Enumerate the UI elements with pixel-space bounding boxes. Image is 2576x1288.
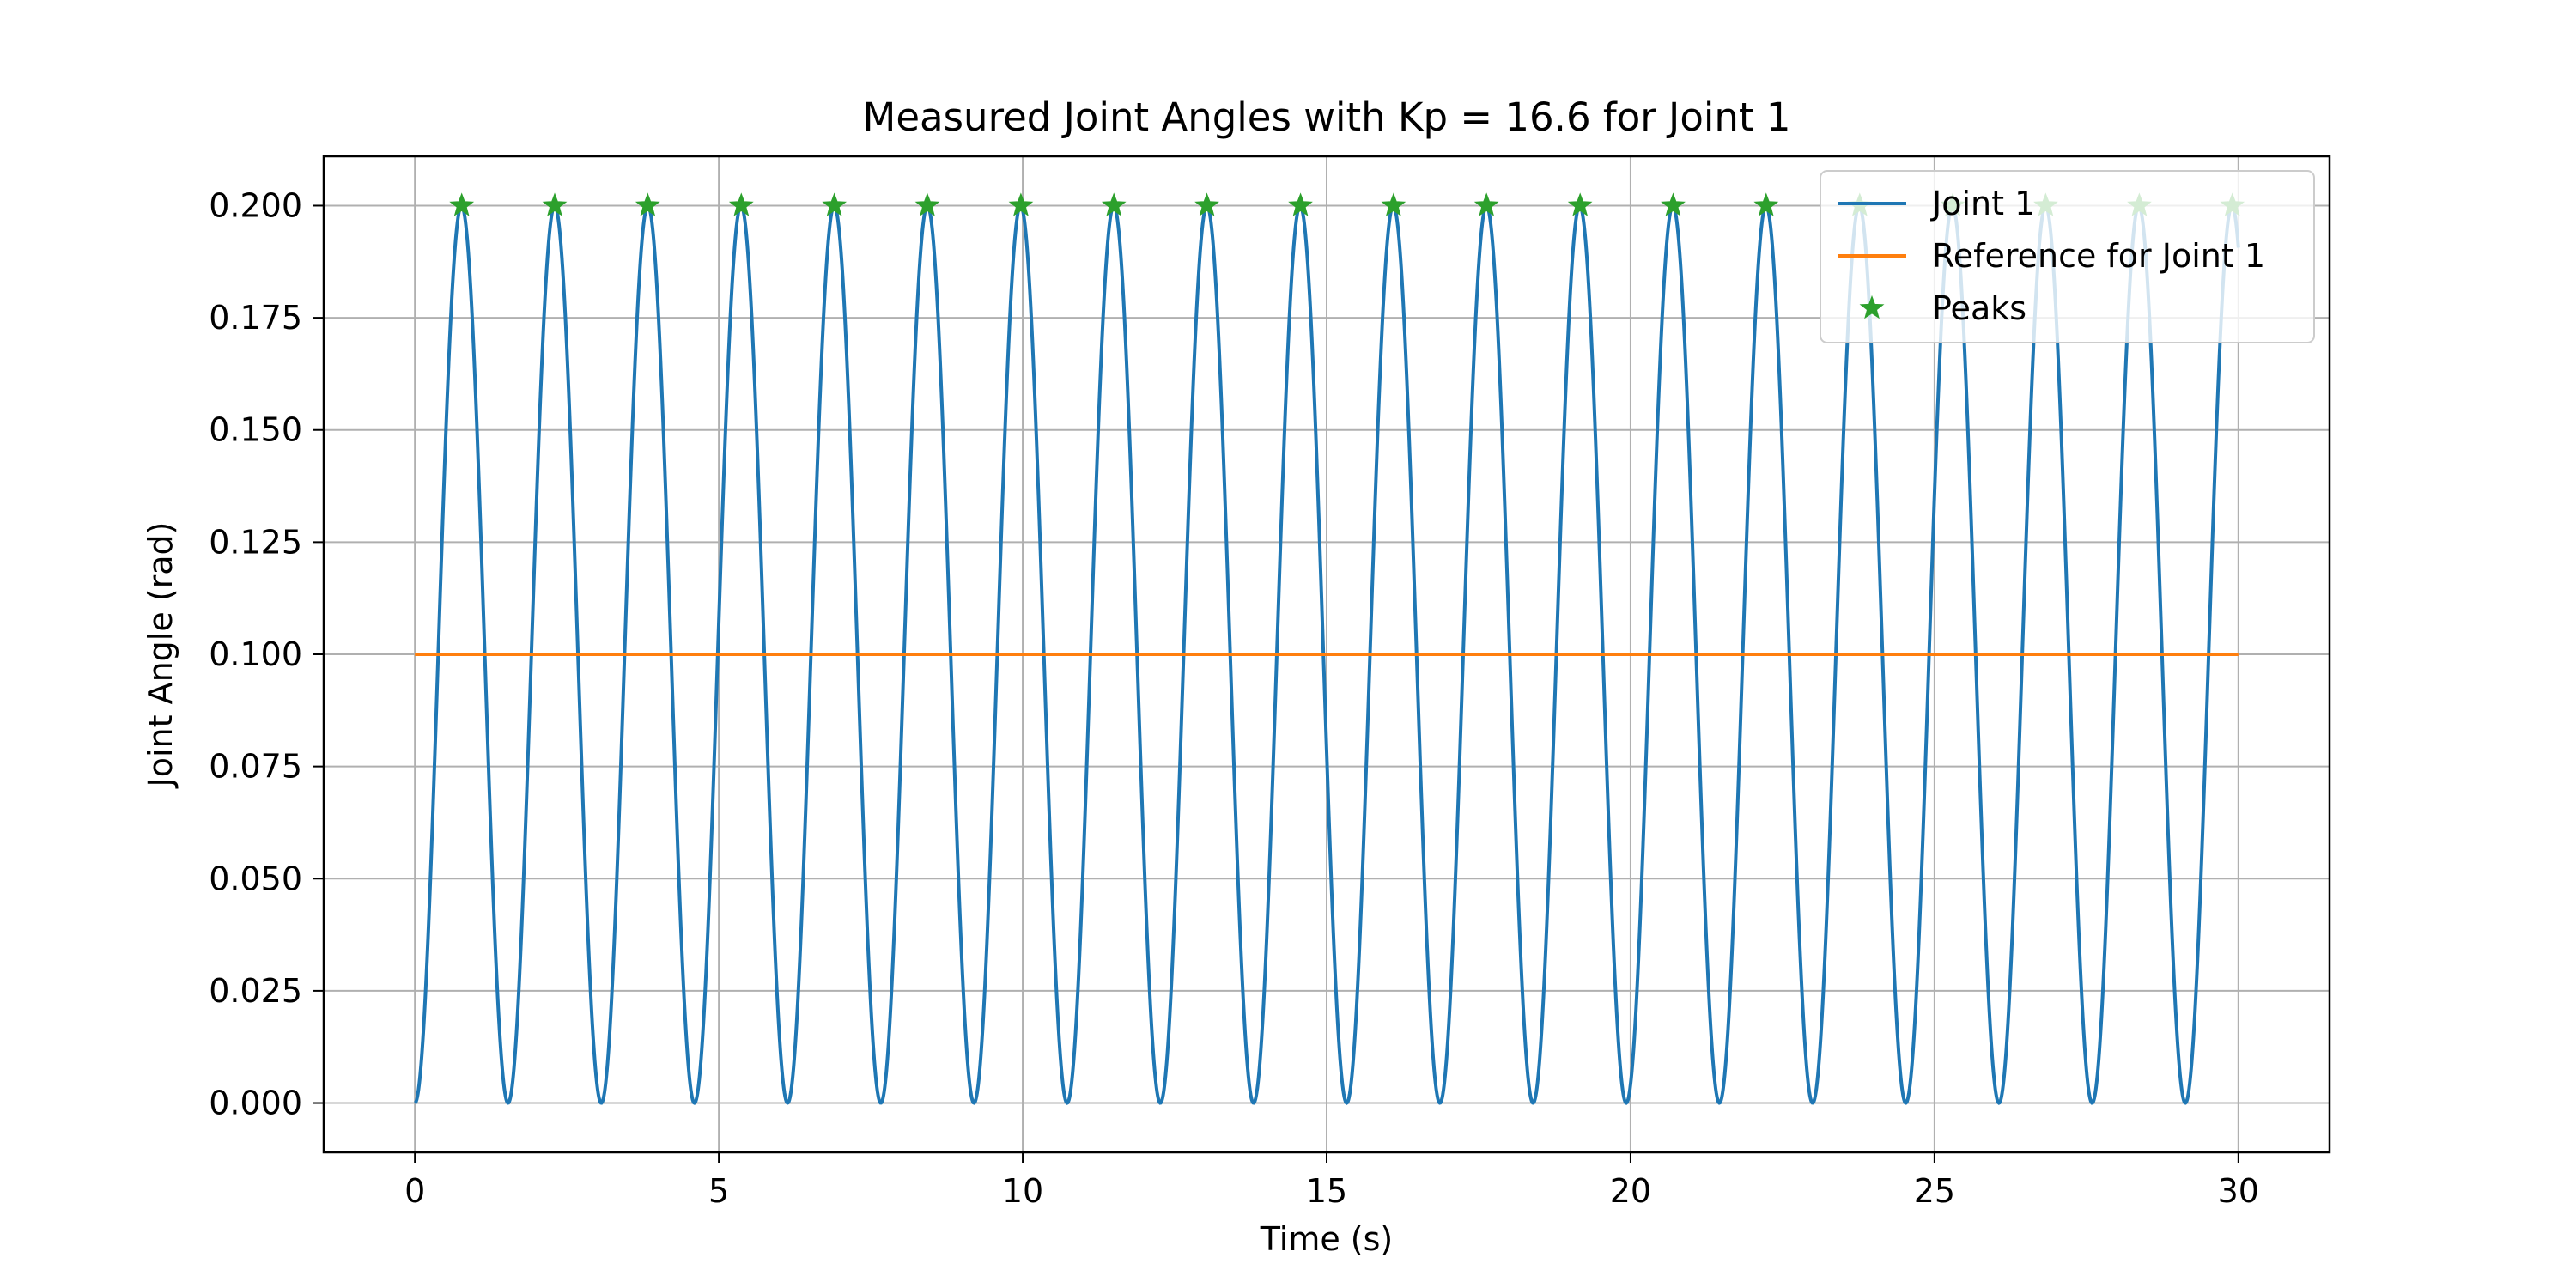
legend: Joint 1 Reference for Joint 1 Peaks: [1820, 170, 2315, 343]
peak-marker: [542, 192, 568, 216]
y-tick-label: 0.025: [209, 972, 302, 1010]
y-tick-label: 0.125: [209, 523, 302, 561]
y-tick-label: 0.100: [209, 635, 302, 673]
x-tick-label: 15: [1306, 1172, 1347, 1210]
y-tick-label: 0.150: [209, 411, 302, 449]
y-tick-label: 0.175: [209, 299, 302, 337]
peak-marker: [1473, 192, 1499, 216]
x-tick-label: 10: [1002, 1172, 1043, 1210]
peak-marker: [1661, 192, 1686, 216]
legend-peaks-marker: [1859, 295, 1885, 319]
legend-entry-label: Reference for Joint 1: [1932, 237, 2265, 275]
peak-marker: [1288, 192, 1313, 216]
y-tick-label: 0.000: [209, 1084, 302, 1122]
y-axis: 0.000 0.025 0.050 0.075 0.100 0.125 0.150 0.175…: [209, 186, 324, 1122]
x-tick-label: 5: [708, 1172, 729, 1210]
chart-title: Measured Joint Angles with Kp = 16.6 for…: [863, 94, 1791, 140]
y-axis-label: Joint Angle (rad): [142, 522, 179, 789]
peak-marker: [1008, 192, 1034, 216]
peak-marker: [728, 192, 754, 216]
x-tick-label: 25: [1914, 1172, 1955, 1210]
x-axis: 0 5 10 15 20 25 30: [404, 1152, 2259, 1210]
peak-marker: [1753, 192, 1779, 216]
x-tick-label: 30: [2218, 1172, 2259, 1210]
peak-marker: [1194, 192, 1219, 216]
legend-entry-label: Peaks: [1932, 289, 2026, 327]
x-tick-label: 0: [404, 1172, 425, 1210]
peak-marker: [1101, 192, 1127, 216]
x-axis-label: Time (s): [1260, 1220, 1394, 1258]
series-joint-1-line: [414, 204, 2240, 1105]
peak-marker: [914, 192, 940, 216]
legend-box: [1820, 170, 2315, 343]
y-tick-label: 0.200: [209, 186, 302, 224]
peak-marker: [822, 192, 848, 216]
y-tick-label: 0.050: [209, 860, 302, 897]
x-tick-label: 20: [1610, 1172, 1651, 1210]
peak-marker: [1567, 192, 1593, 216]
legend-entry-label: Joint 1: [1930, 185, 2035, 222]
peak-marker: [449, 192, 475, 216]
peak-marker: [635, 192, 660, 216]
y-tick-label: 0.075: [209, 748, 302, 786]
peak-marker: [1381, 192, 1406, 216]
